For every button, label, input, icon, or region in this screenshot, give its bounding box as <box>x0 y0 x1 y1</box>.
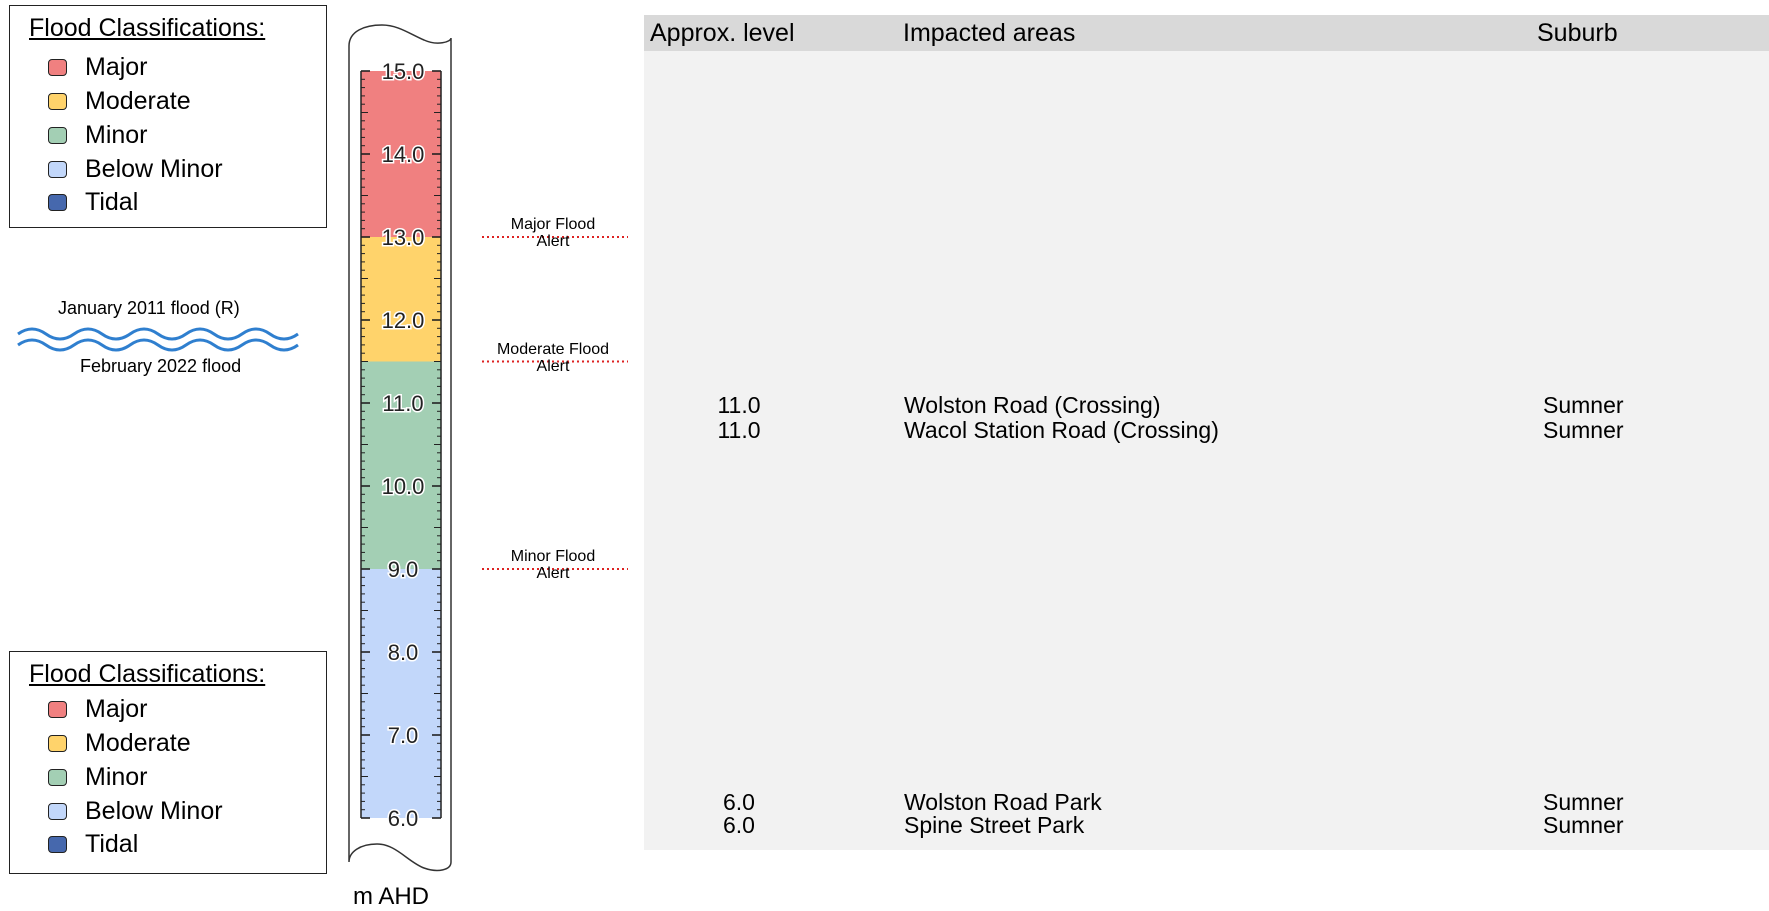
below-minor-swatch <box>48 802 67 820</box>
flood-classifications-legend-bottom: Flood Classifications: Major Moderate Mi… <box>9 651 327 874</box>
gauge-tick-label: 6.0 <box>388 806 419 831</box>
gauge-tick-label: 12.0 <box>382 308 425 333</box>
flood-classifications-legend: Flood Classifications: Major Moderate Mi… <box>9 5 327 228</box>
legend-item-major: Major <box>48 694 148 724</box>
header-approx-level: Approx. level <box>650 19 795 47</box>
gauge-tick-label: 9.0 <box>388 557 419 582</box>
legend-item-below-minor: Below Minor <box>48 796 223 826</box>
major-swatch <box>48 58 67 76</box>
row-suburb: Sumner <box>1543 417 1624 443</box>
gauge-tick-label: 10.0 <box>382 474 425 499</box>
legend-item-below-minor: Below Minor <box>48 154 223 184</box>
moderate-swatch <box>48 734 67 752</box>
historic-flood-waves <box>17 327 299 352</box>
major-flood-alert-label: Major Flood Alert <box>510 216 596 250</box>
gauge-tick-label: 11.0 <box>382 391 423 416</box>
row-level: 11.0 <box>717 417 761 443</box>
moderate-flood-alert-label: Moderate Flood Alert <box>496 340 610 375</box>
gauge-ticks: 6.0 7.0 8.0 9.0 10.0 11.0 12.0 13.0 14.0 15.0 <box>360 58 442 833</box>
moderate-swatch <box>48 92 67 110</box>
row-level: 6.0 <box>723 789 755 815</box>
row-area: Spine Street Park <box>904 812 1085 838</box>
header-suburb: Suburb <box>1537 19 1618 47</box>
gauge-band-moderate <box>361 237 441 362</box>
row-level: 11.0 <box>717 392 761 418</box>
historic-flood-label-2011: January 2011 flood (R) <box>58 298 240 318</box>
legend-item-minor: Minor <box>48 762 148 792</box>
gauge-band-below-minor <box>361 569 441 818</box>
gauge-tick-label: 14.0 <box>382 142 425 167</box>
tidal-swatch <box>48 835 67 853</box>
header-impacted-areas: Impacted areas <box>903 19 1076 47</box>
alert-lines <box>482 236 628 570</box>
impact-table: Approx. level Impacted areas Suburb 11.0… <box>644 15 1769 850</box>
row-area: Wolston Road (Crossing) <box>904 392 1161 418</box>
gauge-bands <box>361 71 441 818</box>
legend-item-moderate: Moderate <box>48 728 191 758</box>
below-minor-swatch <box>48 160 67 178</box>
row-suburb: Sumner <box>1543 812 1624 838</box>
legend-item-major: Major <box>48 52 148 82</box>
row-suburb: Sumner <box>1543 789 1624 815</box>
row-area: Wolston Road Park <box>904 789 1102 815</box>
row-suburb: Sumner <box>1543 392 1624 418</box>
legend-item-moderate: Moderate <box>48 86 191 116</box>
table-header: Approx. level Impacted areas Suburb <box>644 15 1769 51</box>
legend-title: Flood Classifications: <box>29 14 266 42</box>
gauge-tick-label: 15.0 <box>382 59 425 84</box>
legend-item-tidal: Tidal <box>48 187 138 217</box>
major-swatch <box>48 700 67 718</box>
minor-flood-alert-label: Minor Flood Alert <box>510 548 596 582</box>
row-level: 6.0 <box>723 812 755 838</box>
minor-swatch <box>48 768 67 786</box>
gauge-tick-label: 13.0 <box>382 225 425 250</box>
gauge-tick-label: 8.0 <box>388 640 419 665</box>
gauge-unit-label: m AHD <box>353 883 430 910</box>
gauge-tick-label: 7.0 <box>388 723 419 748</box>
row-area: Wacol Station Road (Crossing) <box>904 417 1219 443</box>
gauge-band-minor <box>361 361 441 569</box>
legend-item-tidal: Tidal <box>48 829 138 859</box>
minor-swatch <box>48 126 67 144</box>
legend-item-minor: Minor <box>48 120 148 150</box>
tidal-swatch <box>48 193 67 211</box>
legend-title-bottom: Flood Classifications: <box>29 660 266 688</box>
historic-flood-label-2022: February 2022 flood <box>80 356 242 376</box>
gauge-band-major <box>361 71 441 237</box>
